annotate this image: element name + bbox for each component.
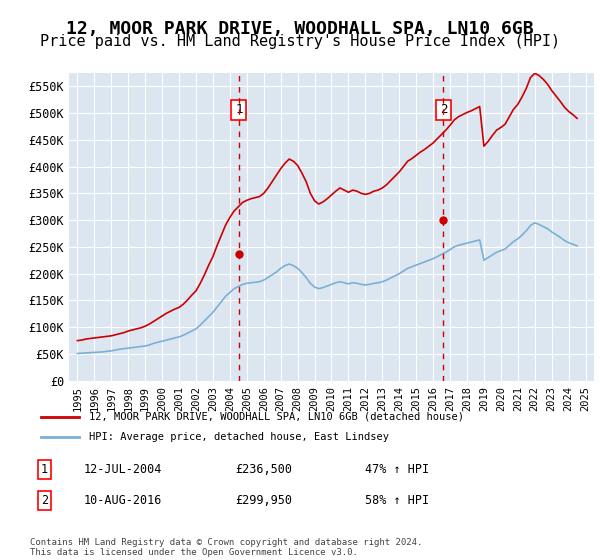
Text: 12, MOOR PARK DRIVE, WOODHALL SPA, LN10 6GB (detached house): 12, MOOR PARK DRIVE, WOODHALL SPA, LN10 … xyxy=(89,412,464,422)
Text: 2: 2 xyxy=(440,103,447,116)
Text: 1: 1 xyxy=(41,463,48,476)
Text: 47% ↑ HPI: 47% ↑ HPI xyxy=(365,463,429,476)
Text: Price paid vs. HM Land Registry's House Price Index (HPI): Price paid vs. HM Land Registry's House … xyxy=(40,34,560,49)
Text: HPI: Average price, detached house, East Lindsey: HPI: Average price, detached house, East… xyxy=(89,432,389,442)
Text: 2: 2 xyxy=(41,494,48,507)
Text: 12, MOOR PARK DRIVE, WOODHALL SPA, LN10 6GB: 12, MOOR PARK DRIVE, WOODHALL SPA, LN10 … xyxy=(66,20,534,38)
Text: 10-AUG-2016: 10-AUG-2016 xyxy=(84,494,163,507)
Text: £236,500: £236,500 xyxy=(235,463,292,476)
Text: 1: 1 xyxy=(235,103,242,116)
Text: 12-JUL-2004: 12-JUL-2004 xyxy=(84,463,163,476)
Text: £299,950: £299,950 xyxy=(235,494,292,507)
Text: 58% ↑ HPI: 58% ↑ HPI xyxy=(365,494,429,507)
Text: Contains HM Land Registry data © Crown copyright and database right 2024.
This d: Contains HM Land Registry data © Crown c… xyxy=(30,538,422,557)
